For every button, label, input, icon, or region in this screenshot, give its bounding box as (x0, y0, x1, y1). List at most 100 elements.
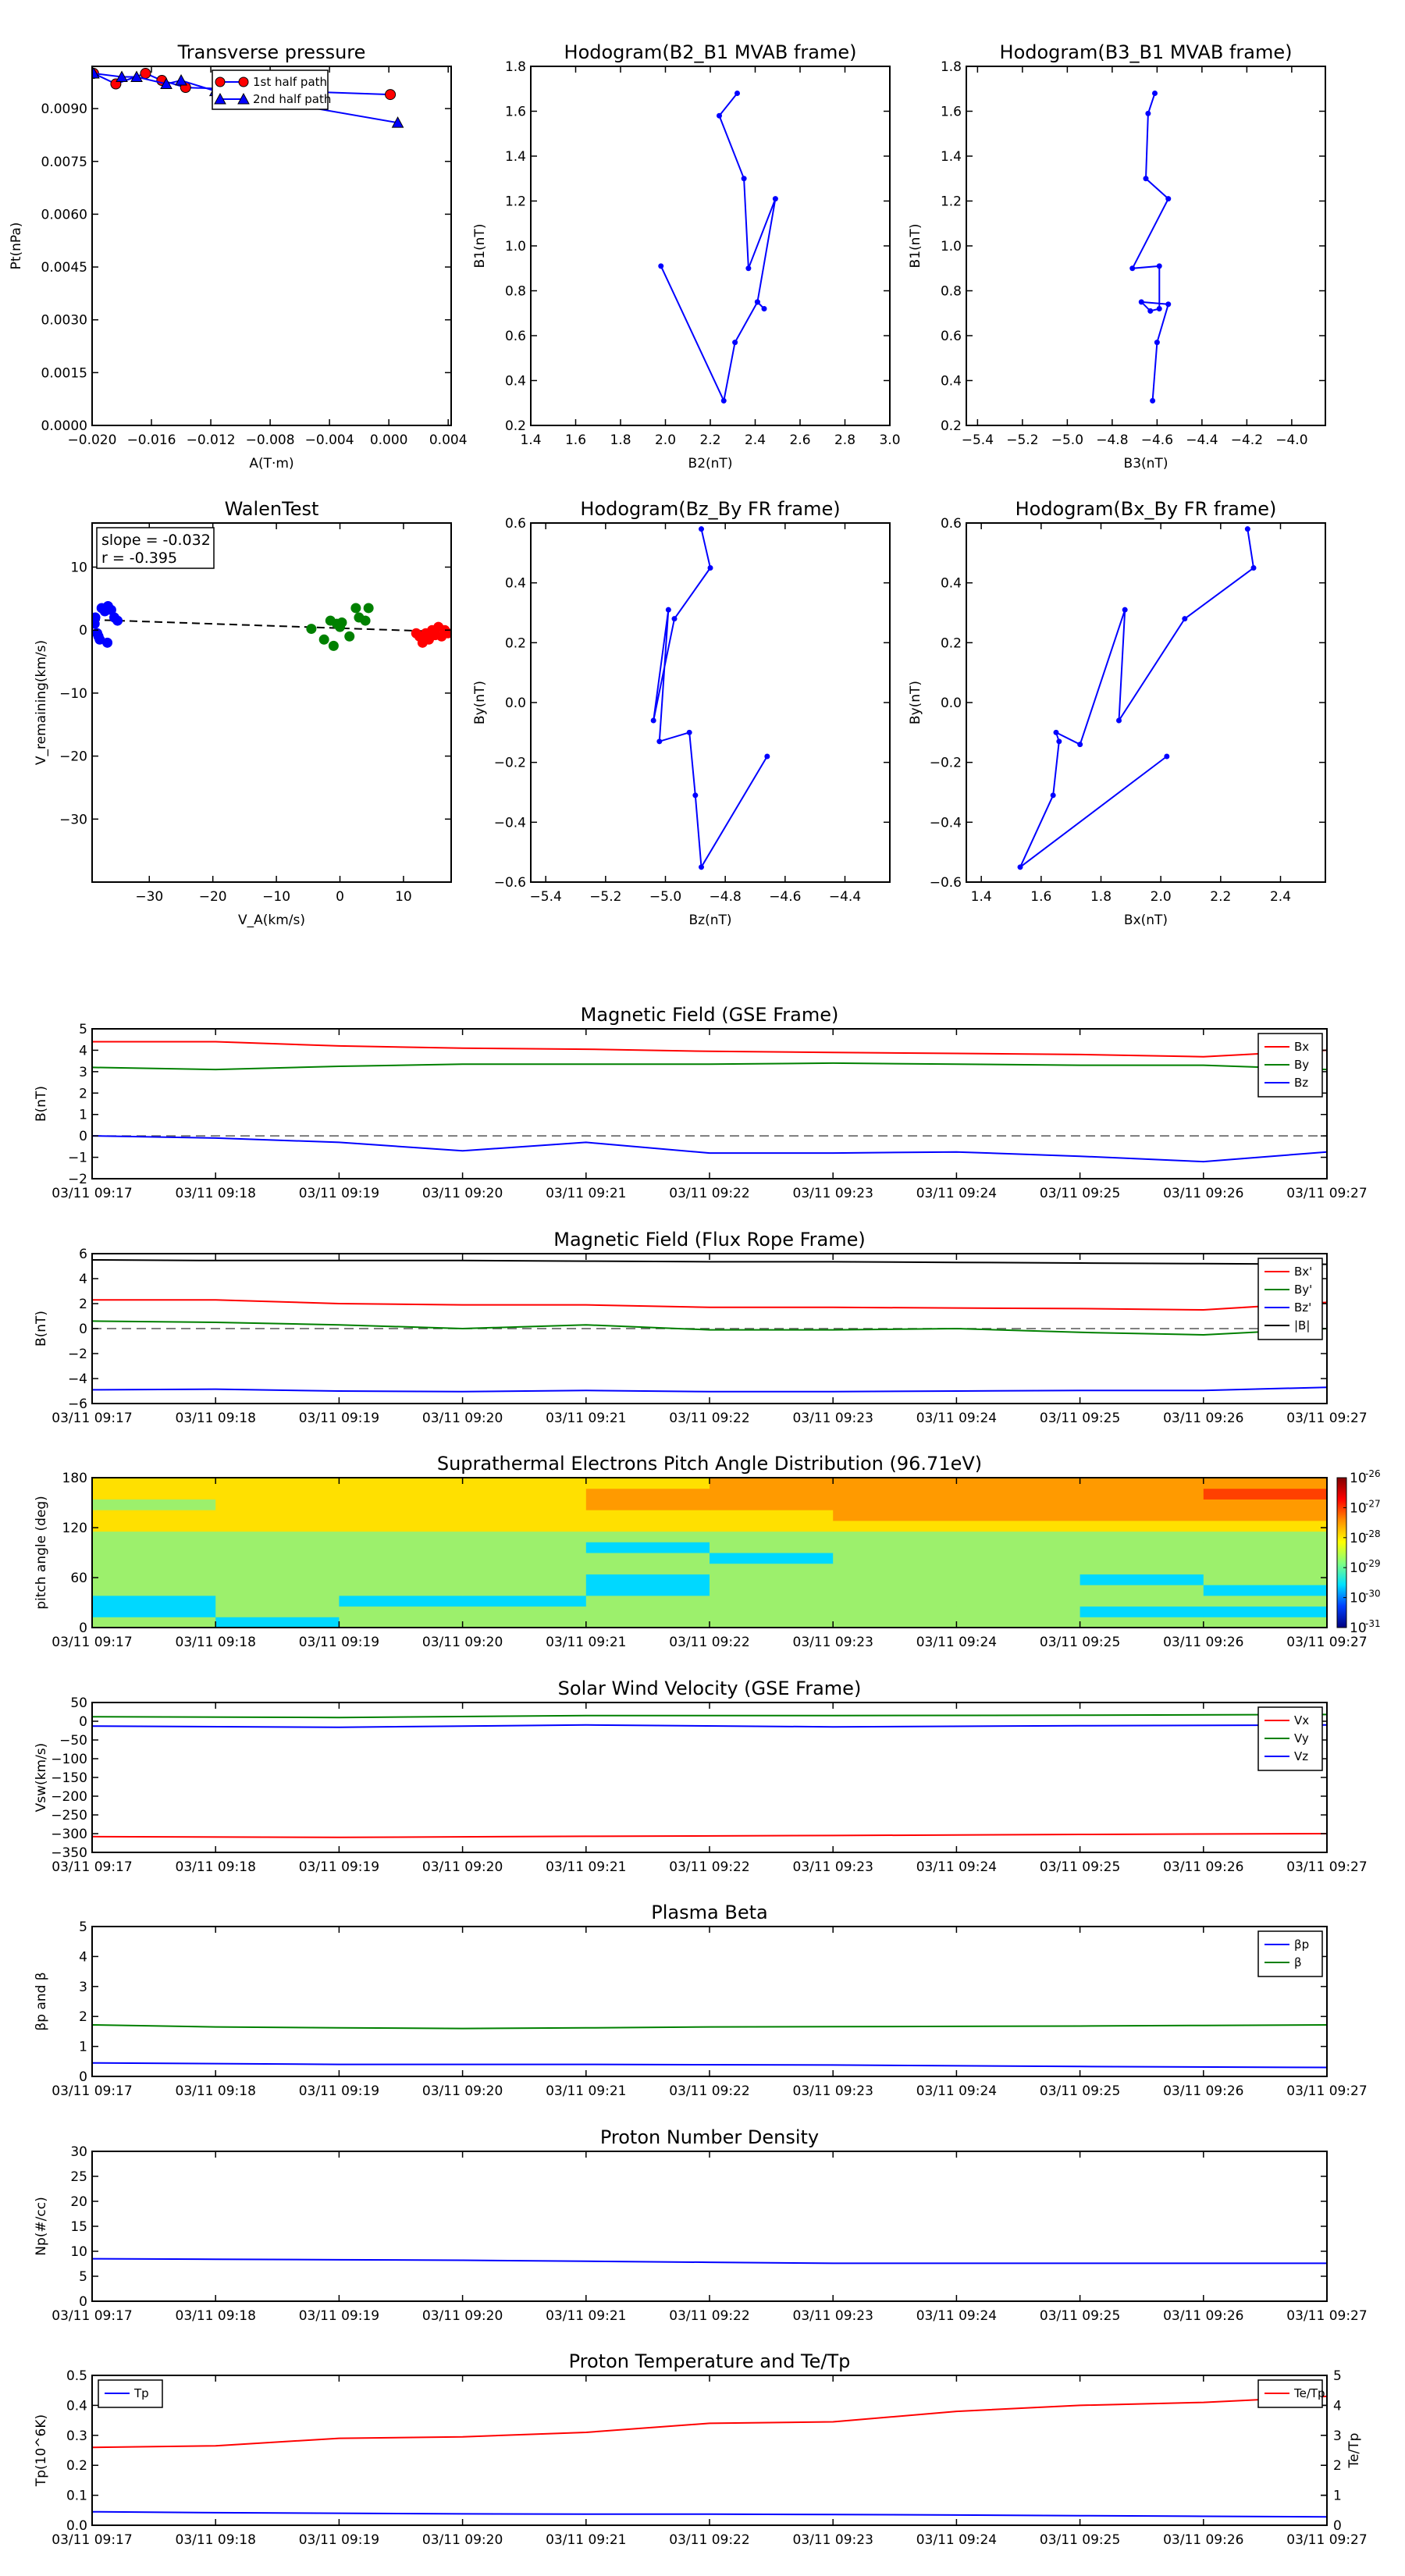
legend-label: β (1294, 1955, 1302, 1969)
y-tick-label: 180 (62, 1471, 87, 1486)
heatmap-cell (710, 1553, 834, 1564)
series-line (92, 1041, 1327, 1058)
y-tick-label: 25 (70, 2169, 87, 2185)
y-tick-label: 0.4 (505, 576, 526, 592)
data-point (1017, 864, 1023, 870)
data-point (160, 77, 173, 90)
y-tick-label: −2 (68, 1347, 87, 1362)
legend-label: Vz (1294, 1749, 1308, 1763)
x-tick-label: 03/11 09:24 (916, 1635, 997, 1650)
slope-label: slope = -0.032 (101, 532, 211, 549)
plot-area (966, 66, 1325, 425)
plot-area (92, 66, 451, 425)
series-line (92, 2395, 1327, 2449)
panel-bgse: Magnetic Field (GSE Frame) 03/11 09:17 03/… (34, 1004, 1368, 1201)
y-tick-label: 10 (70, 2244, 87, 2260)
legend-box (212, 69, 329, 110)
x-tick-label: −10 (262, 889, 290, 905)
x-axis-label: B2(nT) (688, 456, 733, 471)
heatmap-cell (339, 1510, 464, 1521)
heatmap-cell (833, 1617, 957, 1628)
heatmap-cell (339, 1542, 464, 1553)
y-tick-label: 1.2 (941, 194, 962, 210)
data-point (1077, 742, 1083, 748)
data-point (344, 631, 355, 642)
heatmap-cell (956, 1520, 1081, 1532)
heatmap-cell (710, 1542, 834, 1553)
x-tick-label: 03/11 09:24 (916, 1859, 997, 1875)
panel-beta: Plasma Beta 03/11 09:17 03/11 09:18 03/11 0… (34, 1902, 1368, 2099)
plot-area (92, 2375, 1327, 2525)
data-point (360, 615, 371, 626)
x-tick-label: −4.8 (1096, 432, 1128, 448)
x-tick-label: 03/11 09:21 (546, 2308, 626, 2324)
data-point (1053, 729, 1059, 735)
heatmap-cell (956, 1478, 1081, 1489)
x-tick-label: 03/11 09:18 (176, 2308, 256, 2324)
chart-title: Solar Wind Velocity (GSE Frame) (558, 1678, 862, 1699)
panel-walen: WalenTest −30 −20 −10 0 10 −30 −20 −10 0 10 V_A(km/… (34, 498, 452, 928)
data-point (175, 73, 187, 86)
y-tick-label: 10 (70, 560, 87, 575)
x-tick-label: 03/11 09:17 (52, 2308, 132, 2324)
y-tick-label: 0.5 (66, 2368, 87, 2384)
legend-label: Bx (1294, 1040, 1309, 1054)
heatmap-cell (1080, 1553, 1204, 1564)
x-tick-label: 03/11 09:19 (299, 2308, 379, 2324)
y-tick-label: 0 (79, 1621, 87, 1636)
x-tick-label: 03/11 09:17 (52, 1411, 132, 1426)
x-tick-label: 03/11 09:20 (422, 2308, 503, 2324)
heatmap-cell (585, 1563, 710, 1574)
y-tick-label: 0 (79, 2069, 87, 2085)
legend-label: Vy (1294, 1731, 1309, 1745)
heatmap-cell (1080, 1510, 1204, 1521)
y-tick-label: −10 (59, 686, 87, 702)
legend-label: Bz (1294, 1076, 1308, 1090)
heatmap-cell (339, 1531, 464, 1542)
y-tick-label: −50 (59, 1733, 87, 1749)
x-tick-label: −4.8 (710, 889, 742, 905)
plot-area (966, 523, 1325, 882)
plot-area (92, 523, 451, 882)
chart-title: Magnetic Field (Flux Rope Frame) (553, 1229, 865, 1251)
y-tick-label: −300 (51, 1827, 87, 1842)
heatmap-cell (92, 1606, 216, 1617)
x-tick-label: −4.6 (769, 889, 801, 905)
x-tick-label: 03/11 09:22 (669, 2083, 749, 2099)
legend: Bx By Bz (1257, 1033, 1323, 1098)
x-tick-label: 03/11 09:21 (546, 1635, 626, 1650)
data-point (1182, 616, 1188, 622)
x-tick-label: 1.4 (520, 432, 541, 448)
heatmap-cell (215, 1520, 340, 1532)
y-tick-label: 0.4 (941, 576, 962, 592)
x-tick-label: 03/11 09:23 (793, 2308, 873, 2324)
heatmap-cell (956, 1574, 1081, 1585)
x-tick-label: 03/11 09:18 (176, 2532, 256, 2548)
x-tick-label: 03/11 09:20 (422, 1635, 503, 1650)
series-line (92, 1386, 1327, 1393)
x-tick-label: 03/11 09:21 (546, 2083, 626, 2099)
x-tick-label: 03/11 09:18 (176, 1859, 256, 1875)
data-point (1154, 340, 1160, 346)
data-point (1250, 565, 1257, 571)
y-tick-label: 2 (79, 1086, 87, 1101)
y-tick-label: 15 (70, 2219, 87, 2235)
heatmap-cell (92, 1553, 216, 1564)
data-point (1122, 607, 1128, 613)
data-point (350, 603, 361, 614)
heatmap-cell (215, 1488, 340, 1500)
heatmap-cell (585, 1595, 710, 1607)
data-point (1129, 265, 1136, 272)
panel-bfr: Magnetic Field (Flux Rope Frame) 03/11 09… (34, 1229, 1368, 1426)
y-tick-label: 0.0 (941, 696, 962, 711)
y2-tick-label: 3 (1333, 2428, 1342, 2444)
y-tick-label: 0.4 (941, 374, 962, 390)
legend: Bx' By' Bz' |B| (1257, 1258, 1323, 1340)
y-tick-label: −200 (51, 1789, 87, 1805)
legend-label: Tp (133, 2386, 149, 2400)
y-tick-label: 0.2 (505, 635, 526, 651)
legend-label: Vx (1294, 1713, 1309, 1727)
y-tick-label: 1 (79, 2040, 87, 2055)
x-tick-label: 03/11 09:17 (52, 2083, 132, 2099)
heatmap-cell (92, 1531, 216, 1542)
